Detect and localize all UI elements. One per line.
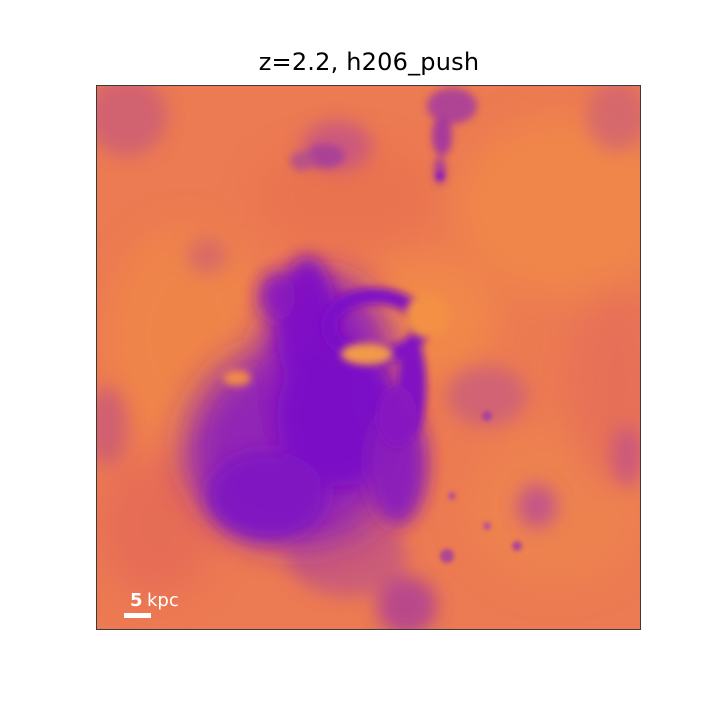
scale-bar-value: 5 <box>130 590 143 611</box>
density-map-image <box>97 86 640 629</box>
density-map <box>96 85 641 630</box>
scale-bar-unit: kpc <box>147 590 179 611</box>
scale-bar <box>124 613 151 618</box>
plot-title: z=2.2, h206_push <box>258 48 480 76</box>
